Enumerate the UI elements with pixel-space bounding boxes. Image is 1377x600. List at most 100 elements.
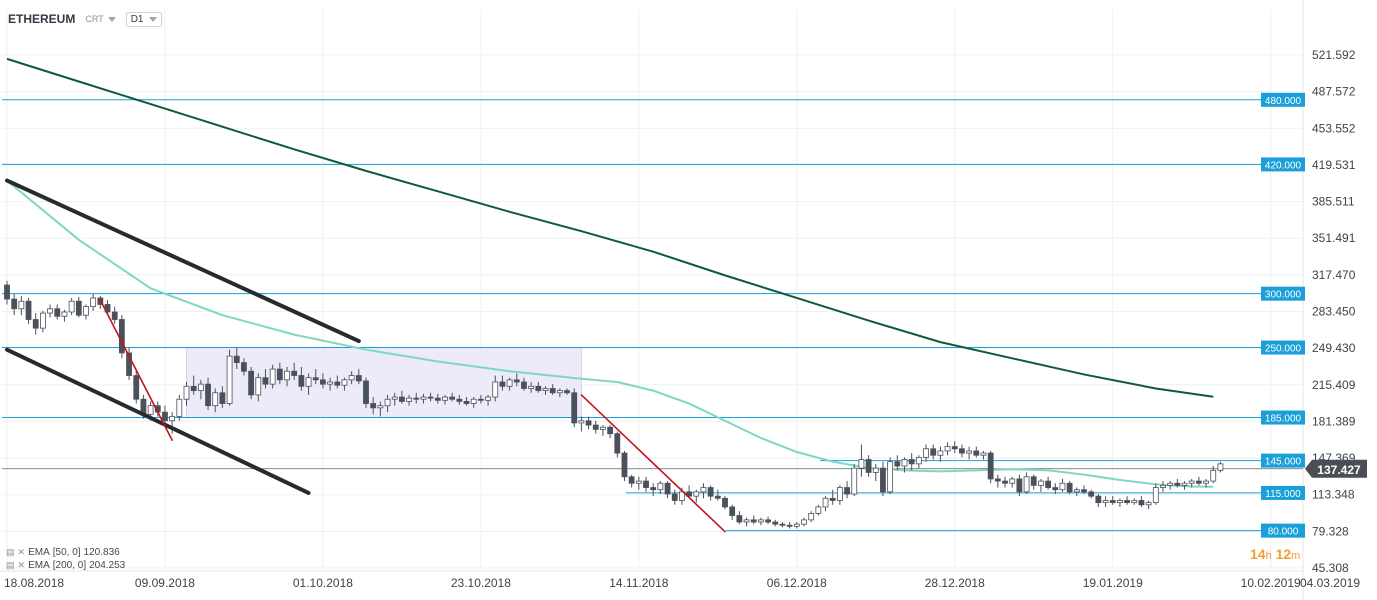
y-tick-label: 283.450 (1312, 305, 1356, 319)
price-level-badge (1261, 92, 1305, 107)
candle-body (190, 385, 197, 392)
instrument-type-select[interactable]: CRT (85, 14, 116, 24)
candle-body (614, 433, 621, 454)
candle-body (621, 452, 628, 478)
candle-body (434, 397, 441, 401)
candle-body (183, 385, 190, 400)
legend-label: EMA (28, 547, 50, 558)
price-level-badge (1261, 340, 1305, 355)
candle-body (1217, 463, 1224, 471)
candle-body (793, 523, 800, 527)
candle-body (521, 381, 527, 389)
x-tick-label: 14.11.2018 (609, 576, 668, 590)
candle-body (836, 487, 843, 501)
candle-body (1160, 484, 1166, 488)
candle-body (334, 381, 341, 386)
candle-body (628, 476, 635, 484)
price-level-label: 185.000 (1265, 414, 1302, 425)
candle-body (1210, 469, 1217, 482)
x-tick-label: 10.02.2019 (1241, 576, 1301, 590)
remove-indicator-icon[interactable]: ✕ (17, 560, 26, 570)
candle-body (1038, 480, 1044, 486)
legend-params: [200, 0] (52, 560, 87, 571)
y-tick-label: 181.389 (1312, 414, 1356, 428)
candle-body (829, 497, 836, 501)
candle-body (176, 398, 183, 417)
candle-body (542, 388, 549, 392)
candle-body (1073, 489, 1080, 493)
candle-countdown: 14h 12m (1250, 546, 1300, 562)
candle-body (851, 467, 858, 495)
candle-body (714, 495, 721, 499)
candle-body (707, 487, 714, 497)
legend-item-ema50[interactable]: ▤ ✕ EMA [50, 0] 120.836 (6, 546, 125, 559)
candle-body (635, 480, 642, 484)
candle-body (779, 523, 786, 526)
candle-body (442, 396, 448, 401)
x-tick-label: 19.01.2019 (1083, 576, 1143, 590)
candle-body (499, 381, 506, 387)
candle-body (384, 398, 391, 407)
candle-body (743, 519, 750, 523)
x-tick-label: 04.03.2019 (1300, 576, 1360, 590)
candle-body (679, 491, 685, 501)
legend-params: [50, 0] (52, 547, 81, 558)
y-tick-label: 419.531 (1312, 158, 1356, 172)
candle-body (556, 390, 563, 394)
price-level-label: 480.000 (1265, 96, 1302, 107)
candle-body (722, 497, 728, 508)
candle-body (1117, 500, 1123, 504)
price-level-label: 420.000 (1265, 160, 1302, 171)
candle-body (973, 450, 980, 456)
candle-body (169, 416, 176, 422)
countdown-hours: 14 (1250, 546, 1266, 562)
candle-body (1095, 495, 1102, 504)
y-tick-label: 521.592 (1312, 48, 1356, 62)
y-tick-label: 45.308 (1312, 561, 1349, 575)
chevron-down-icon (107, 16, 116, 22)
candle-body (233, 355, 240, 364)
candle-body (269, 368, 276, 385)
candle-body (980, 452, 987, 456)
y-tick-label: 385.511 (1312, 195, 1355, 209)
candle-body (298, 375, 305, 387)
candle-body (786, 524, 793, 527)
candle-body (219, 392, 226, 404)
x-tick-label: 09.09.2018 (135, 576, 195, 590)
x-tick-label: 18.08.2018 (4, 576, 64, 590)
timeframe-label: D1 (130, 13, 144, 25)
y-tick-label: 249.430 (1312, 341, 1356, 355)
timeframe-select[interactable]: D1 (125, 11, 163, 27)
current-price-label: 137.427 (1317, 463, 1361, 477)
candle-body (413, 397, 420, 400)
candle-body (456, 398, 463, 402)
candle-body (592, 424, 599, 430)
ema50-line (6, 179, 1214, 488)
candle-body (944, 446, 951, 452)
candle-body (700, 487, 707, 493)
candle-body (126, 352, 132, 376)
candle-body (951, 446, 958, 450)
candle-body (686, 491, 692, 497)
candle-body (1045, 480, 1051, 488)
remove-indicator-icon[interactable]: ✕ (17, 547, 26, 557)
candle-body (880, 467, 886, 493)
candle-body (162, 411, 168, 422)
candle-body (427, 396, 434, 399)
indicator-settings-icon[interactable]: ▤ (6, 547, 15, 557)
candle-body (1181, 482, 1188, 486)
candle-body (693, 491, 700, 497)
candle-body (61, 311, 68, 317)
candle-body (1016, 478, 1023, 493)
candle-body (1203, 480, 1209, 484)
candle-body (248, 370, 255, 396)
indicator-settings-icon[interactable]: ▤ (6, 560, 15, 570)
candle-body (1174, 482, 1181, 486)
candle-body (808, 513, 815, 521)
candle-body (312, 377, 319, 381)
candle-body (549, 388, 556, 394)
legend-item-ema200[interactable]: ▤ ✕ EMA [200, 0] 204.253 (6, 559, 125, 572)
price-level-label: 250.000 (1265, 344, 1302, 355)
y-tick-label: 215.409 (1312, 378, 1356, 392)
